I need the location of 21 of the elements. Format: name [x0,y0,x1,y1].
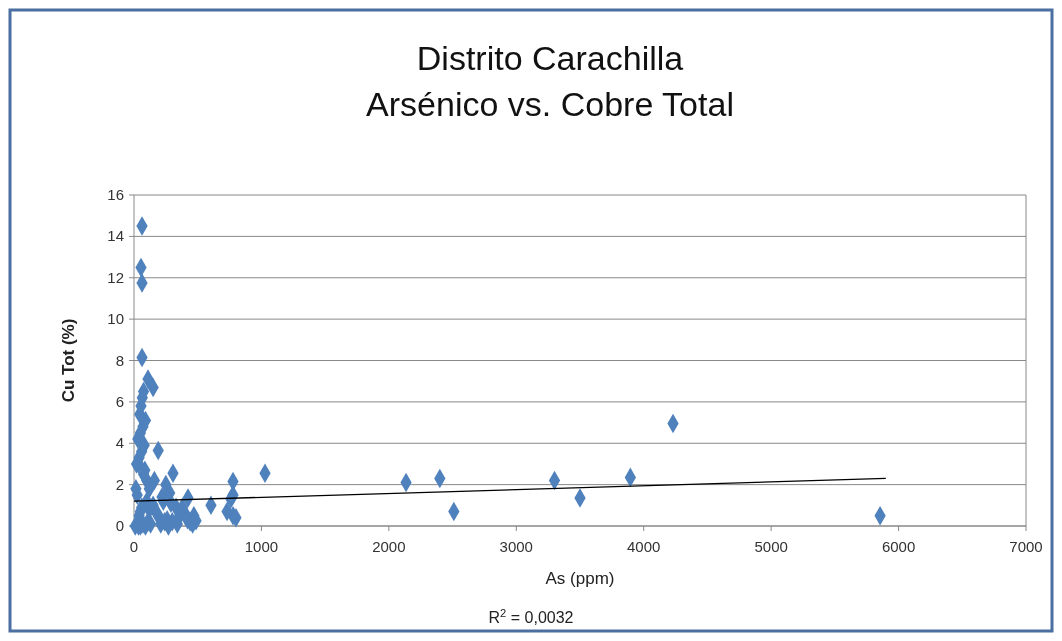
y-axis-title: Cu Tot (%) [59,318,78,403]
x-tick-label: 6000 [881,538,916,555]
y-tick-label: 6 [115,392,124,410]
y-tick-label: 14 [107,227,124,245]
x-tick-label: 2000 [372,538,406,555]
y-tick-label: 16 [107,186,124,203]
x-axis-title: As (ppm) [545,569,615,588]
x-tick-label: 1000 [244,538,279,555]
y-tick-label: 10 [107,310,124,328]
chart-title: Distrito Carachilla Arsénico vs. Cobre Total [366,39,734,123]
y-tick-label: 0 [115,517,124,534]
x-tick-label: 5000 [754,538,788,555]
y-tick-label: 2 [115,475,124,493]
text: R$^{2}$ = 0,0032 [488,607,574,626]
y-tick-label: 12 [107,268,124,286]
x-tick-label: 0 [129,538,139,555]
x-tick-label: 4000 [627,538,661,555]
y-tick-label: 8 [115,351,124,369]
x-tick-label: 7000 [1009,538,1043,555]
x-tick-label: 3000 [499,538,533,555]
y-tick-label: 4 [115,434,124,452]
